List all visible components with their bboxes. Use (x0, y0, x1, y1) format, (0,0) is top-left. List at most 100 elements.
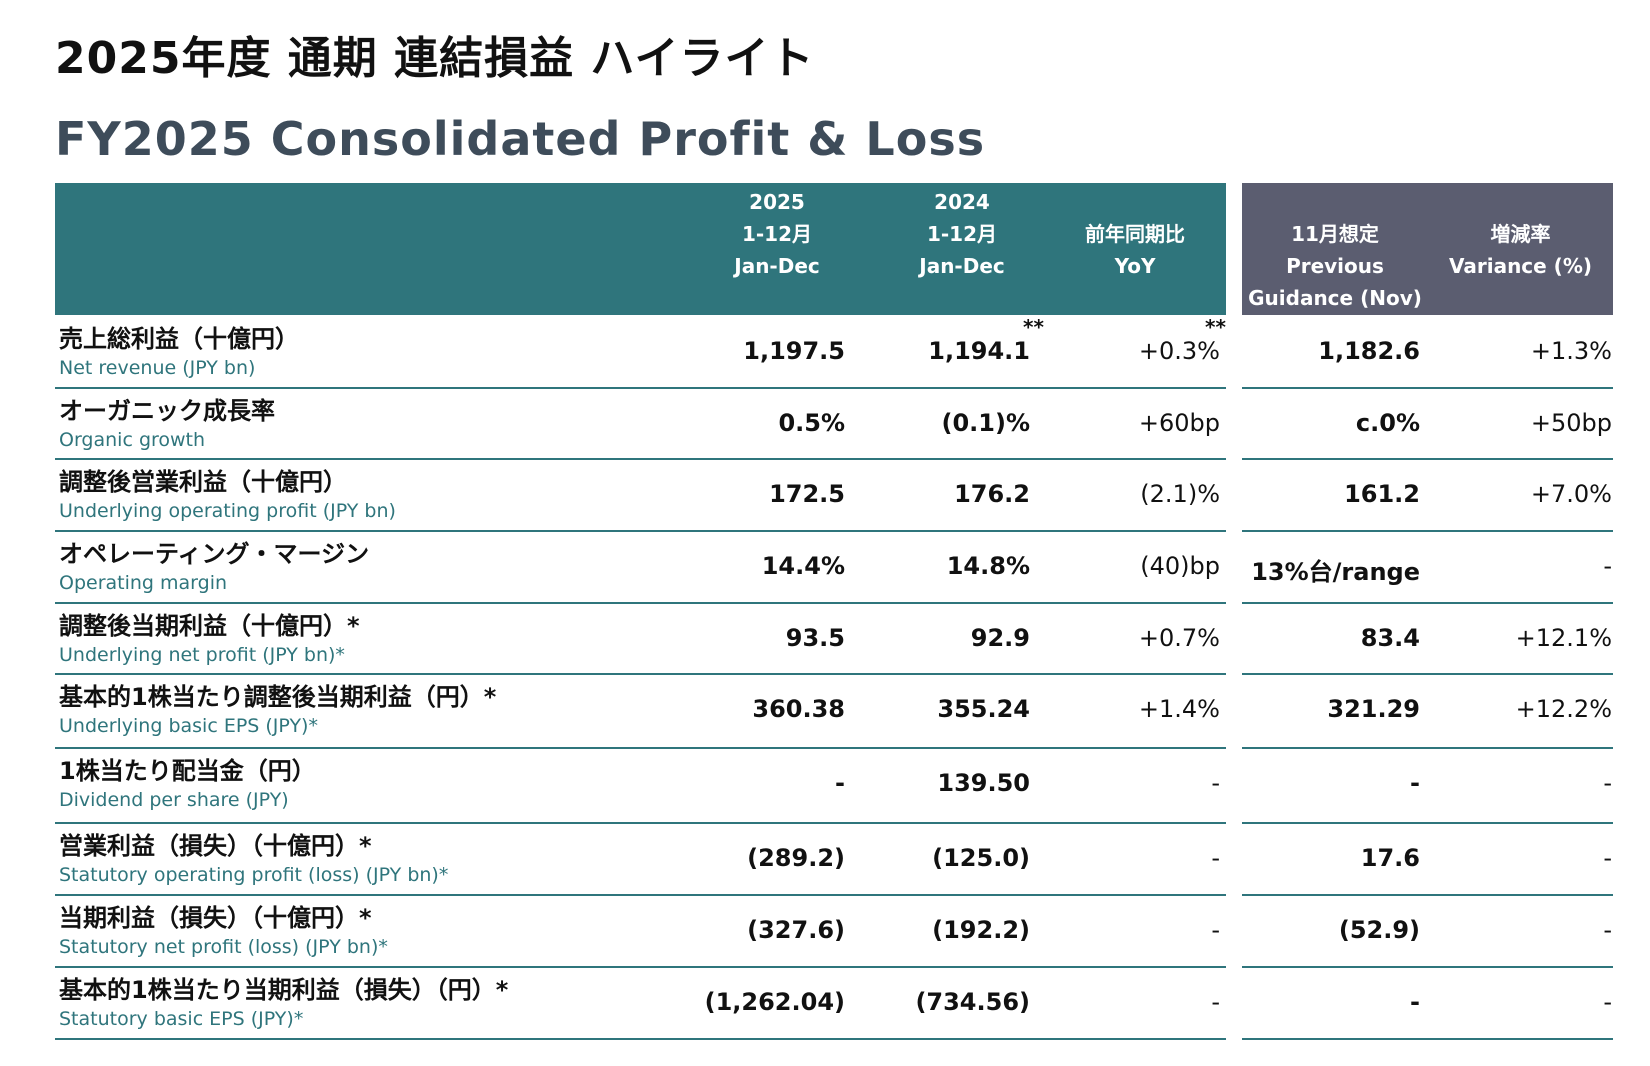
header-variance: 増減率 Variance (%) (1448, 222, 1593, 278)
table-row: 当期利益（損失）（十億円）* Statutory net profit (loss… (0, 896, 1650, 968)
cell-v2025: (327.6) (747, 916, 845, 944)
cell-v2025: 93.5 (785, 624, 845, 652)
row-label-japanese: 営業利益（損失）（十億円）* (59, 832, 372, 860)
cell-v2024: 355.24 (937, 695, 1030, 723)
cell-yoy: (40)bp (1140, 552, 1220, 580)
row-label-japanese: 当期利益（損失）（十億円）* (59, 904, 372, 932)
cell-var: - (1603, 988, 1612, 1016)
cell-yoy: - (1211, 844, 1220, 872)
cell-yoy: +1.4% (1138, 695, 1220, 723)
row-label-english: Underlying operating profit (JPY bn) (59, 500, 396, 522)
cell-prev: - (1410, 769, 1420, 797)
row-divider (1242, 387, 1613, 389)
cell-var: +50bp (1530, 409, 1612, 437)
cell-var: - (1603, 552, 1612, 580)
row-label-english: Net revenue (JPY bn) (59, 357, 256, 379)
row-divider (1242, 530, 1613, 532)
cell-yoy: - (1211, 769, 1220, 797)
cell-var: - (1603, 916, 1612, 944)
cell-v2024: (125.0) (932, 844, 1030, 872)
cell-v2025: 1,197.5 (743, 337, 845, 365)
row-label-japanese: オペレーティング・マージン (59, 540, 370, 568)
cell-v2024: 139.50 (937, 769, 1030, 797)
table-row: 営業利益（損失）（十億円）* Statutory operating profit… (0, 824, 1650, 896)
row-divider (1242, 894, 1613, 896)
row-label-english: Statutory operating profit (loss) (JPY b… (59, 864, 449, 886)
cell-prev: 83.4 (1360, 624, 1420, 652)
row-divider (55, 458, 1226, 460)
row-divider (55, 1038, 1226, 1040)
cell-var: +12.1% (1515, 624, 1612, 652)
table-header-guidance (1242, 183, 1613, 315)
row-label-japanese: 基本的1株当たり調整後当期利益（円）* (59, 683, 497, 711)
row-label-english: Underlying net profit (JPY bn)* (59, 644, 345, 666)
row-label-english: Statutory net profit (loss) (JPY bn)* (59, 936, 388, 958)
page-title-japanese: 2025年度 通期 連結損益 ハイライト (55, 33, 815, 84)
cell-v2025: 172.5 (769, 480, 845, 508)
cell-prev: - (1410, 988, 1420, 1016)
table-row: オーガニック成長率 Organic growth 0.5% (0.1)% +60bp c.… (0, 389, 1650, 460)
cell-v2025: - (835, 769, 845, 797)
cell-v2024: 92.9 (970, 624, 1030, 652)
row-label-japanese: 売上総利益（十億円） (59, 325, 299, 353)
cell-v2024: 176.2 (954, 480, 1030, 508)
row-label-japanese: オーガニック成長率 (59, 397, 275, 425)
row-label-english: Operating margin (59, 572, 228, 594)
cell-v2024: 14.8% (946, 552, 1030, 580)
cell-prev: 13%台/range (1251, 558, 1420, 586)
cell-yoy: +0.7% (1138, 624, 1220, 652)
cell-prev: 1,182.6 (1318, 337, 1420, 365)
row-divider (55, 387, 1226, 389)
header-previous-guidance: 11月想定 Previous Guidance (Nov) (1248, 222, 1422, 310)
row-divider (1242, 673, 1613, 675)
row-label-japanese: 調整後当期利益（十億円）* (59, 612, 360, 640)
row-label-japanese: 1株当たり配当金（円） (59, 757, 316, 785)
cell-yoy: - (1211, 988, 1220, 1016)
cell-v2024: 1,194.1 (928, 337, 1030, 365)
cell-prev: 17.6 (1360, 844, 1420, 872)
cell-v2024: (0.1)% (941, 409, 1031, 437)
cell-prev: c.0% (1355, 409, 1420, 437)
header-yoy: 前年同期比 YoY (1085, 222, 1185, 278)
row-divider (55, 530, 1226, 532)
cell-var: - (1603, 844, 1612, 872)
cell-prev: (52.9) (1338, 916, 1420, 944)
table-row: 基本的1株当たり当期利益（損失）（円）* Statutory basic EPS … (0, 968, 1650, 1040)
header-2024: 2024 1-12月 Jan-Dec (919, 190, 1005, 278)
cell-v2025: 0.5% (778, 409, 845, 437)
row-divider (1242, 822, 1613, 824)
footnote-marker: ** (1205, 315, 1226, 339)
cell-yoy: - (1211, 916, 1220, 944)
row-divider (55, 673, 1226, 675)
row-divider (55, 602, 1226, 604)
row-label-english: Organic growth (59, 429, 206, 451)
row-label-japanese: 基本的1株当たり当期利益（損失）（円）* (59, 976, 509, 1004)
row-divider (1242, 602, 1613, 604)
row-divider (1242, 747, 1613, 749)
table-row: オペレーティング・マージン Operating margin 14.4% 14.8% (… (0, 532, 1650, 604)
cell-v2025: 14.4% (761, 552, 845, 580)
cell-v2025: (1,262.04) (704, 988, 845, 1016)
cell-prev: 321.29 (1327, 695, 1420, 723)
table-row: 1株当たり配当金（円） Dividend per share (JPY) - 139.… (0, 749, 1650, 824)
row-divider (1242, 966, 1613, 968)
cell-prev: 161.2 (1344, 480, 1420, 508)
cell-v2025: 360.38 (752, 695, 845, 723)
header-2025: 2025 1-12月 Jan-Dec (734, 190, 820, 278)
cell-yoy: +0.3% (1138, 337, 1220, 365)
row-label-japanese: 調整後営業利益（十億円） (59, 468, 347, 496)
table-row: 基本的1株当たり調整後当期利益（円）* Underlying basic EPS … (0, 675, 1650, 749)
cell-var: +1.3% (1530, 337, 1612, 365)
row-label-english: Statutory basic EPS (JPY)* (59, 1008, 304, 1030)
cell-v2024: (192.2) (932, 916, 1030, 944)
row-divider (55, 822, 1226, 824)
cell-yoy: (2.1)% (1140, 480, 1220, 508)
row-label-english: Dividend per share (JPY) (59, 789, 289, 811)
table-row: 調整後営業利益（十億円） Underlying operating profit … (0, 460, 1650, 532)
row-divider (1242, 1038, 1613, 1040)
cell-v2025: (289.2) (747, 844, 845, 872)
cell-var: +12.2% (1515, 695, 1612, 723)
row-divider (55, 966, 1226, 968)
footnote-marker: ** (1023, 315, 1044, 339)
cell-var: - (1603, 769, 1612, 797)
